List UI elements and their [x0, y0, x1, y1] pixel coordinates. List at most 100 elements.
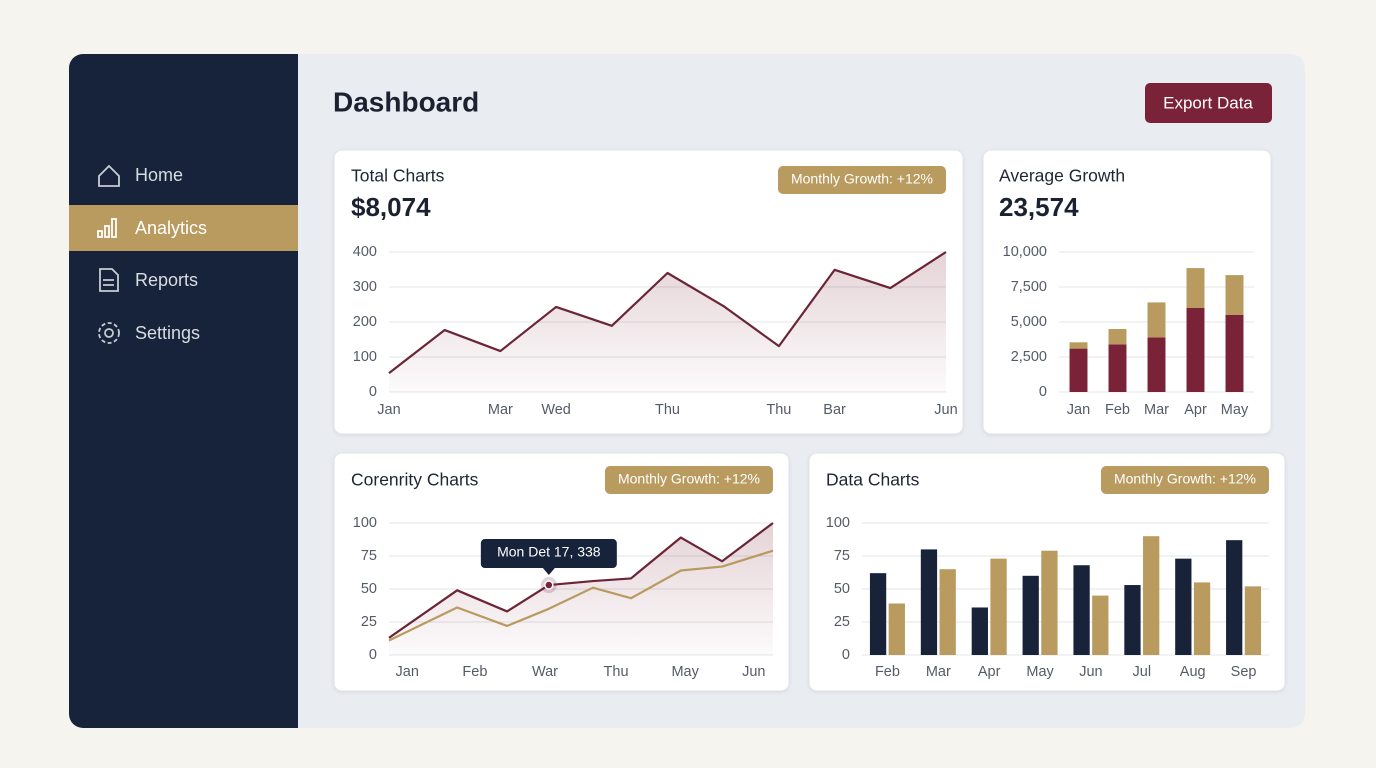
x-tick-label: Jan — [377, 402, 400, 418]
y-tick-label: 200 — [353, 314, 377, 330]
bar-segment — [1147, 302, 1166, 338]
y-tick-label: 75 — [361, 548, 377, 564]
bar-segment — [1069, 342, 1088, 349]
y-tick-label: 75 — [834, 548, 850, 564]
home-icon — [98, 164, 120, 187]
y-tick-label: 0 — [369, 384, 377, 400]
bar — [1124, 585, 1141, 655]
highlight-point — [544, 580, 554, 590]
y-tick-label: 100 — [353, 349, 377, 365]
growth-badge-label: Monthly Growth: +12% — [1114, 471, 1256, 487]
y-tick-label: 300 — [353, 279, 377, 295]
x-tick-label: Feb — [1105, 402, 1130, 418]
y-tick-label: 2,500 — [1011, 349, 1047, 365]
bar — [888, 603, 905, 655]
x-tick-label: Apr — [1184, 402, 1207, 418]
bar — [971, 607, 988, 655]
x-tick-label: May — [1221, 402, 1249, 418]
bar — [1041, 550, 1058, 655]
line-series — [388, 251, 947, 374]
x-tick-label: Jun — [1079, 664, 1102, 680]
line-series — [388, 522, 774, 639]
y-tick-label: 10,000 — [1003, 244, 1047, 260]
x-tick-label: Aug — [1180, 664, 1206, 680]
x-tick-label: Jul — [1133, 664, 1152, 680]
x-tick-label: Mar — [1144, 402, 1169, 418]
bar — [920, 549, 938, 655]
bar-segment — [1069, 348, 1088, 392]
bar — [1073, 565, 1090, 655]
tooltip-text: Mon Det 17, 338 — [497, 544, 601, 560]
y-tick-label: 400 — [353, 244, 377, 260]
y-tick-label: 5,000 — [1011, 314, 1047, 330]
x-tick-label: Apr — [978, 664, 1001, 680]
y-tick-label: 25 — [361, 614, 377, 630]
nav-item[interactable]: Home — [135, 165, 183, 185]
card-value: 23,574 — [999, 192, 1079, 222]
growth-badge-label: Monthly Growth: +12% — [791, 171, 933, 187]
tooltip — [480, 539, 617, 576]
x-tick-label: May — [671, 664, 699, 680]
y-tick-label: 0 — [1039, 384, 1047, 400]
x-tick-label: War — [532, 664, 558, 680]
y-tick-label: 50 — [834, 581, 850, 597]
bar-segment — [1108, 329, 1127, 345]
page-title: Dashboard — [333, 86, 479, 117]
bar — [1143, 536, 1160, 655]
card-title: Corenrity Charts — [351, 470, 479, 490]
analytics-icon — [97, 218, 117, 238]
area-fill — [389, 252, 946, 392]
x-tick-label: Thu — [766, 402, 791, 418]
growth-badge — [1101, 466, 1269, 494]
bar — [1092, 595, 1109, 655]
line-series — [388, 549, 774, 642]
x-tick-label: Wed — [541, 402, 571, 418]
y-tick-label: 100 — [353, 515, 377, 531]
card-value: $8,074 — [351, 192, 431, 222]
y-tick-label: 7,500 — [1011, 279, 1047, 295]
bar — [1175, 558, 1192, 655]
bar — [1022, 575, 1039, 655]
y-tick-label: 50 — [361, 581, 377, 597]
x-tick-label: Sep — [1231, 664, 1257, 680]
x-tick-label: Feb — [462, 664, 487, 680]
export-button[interactable] — [1145, 83, 1272, 123]
x-tick-label: Mar — [926, 664, 951, 680]
growth-badge — [605, 466, 773, 494]
bar-segment — [1108, 344, 1127, 392]
settings-icon-gear — [98, 322, 120, 344]
growth-badge — [778, 166, 946, 194]
nav-item[interactable]: Settings — [135, 323, 200, 343]
bar — [1244, 586, 1262, 655]
x-tick-label: May — [1026, 664, 1054, 680]
area-fill — [389, 523, 773, 655]
x-tick-label: Jan — [1067, 402, 1090, 418]
bar — [990, 558, 1007, 655]
export-button-label[interactable]: Export Data — [1163, 93, 1253, 112]
bar-segment — [1225, 315, 1244, 392]
x-tick-label: Mar — [488, 402, 513, 418]
x-tick-label: Jun — [934, 402, 957, 418]
card-title: Average Growth — [999, 166, 1125, 186]
nav-item[interactable]: Analytics — [135, 218, 207, 238]
bar — [1226, 540, 1243, 655]
nav-icons — [97, 164, 120, 344]
bar-segment — [1147, 337, 1166, 392]
y-tick-label: 100 — [826, 515, 850, 531]
card-title: Total Charts — [351, 166, 445, 186]
growth-badge-label: Monthly Growth: +12% — [618, 471, 760, 487]
bar-segment — [1186, 268, 1205, 308]
nav-item[interactable]: Reports — [135, 270, 198, 290]
sidebar — [69, 54, 298, 728]
nav-active-highlight — [69, 205, 298, 251]
bar-segment — [1186, 308, 1205, 392]
y-tick-label: 0 — [369, 647, 377, 663]
card-title: Data Charts — [826, 470, 920, 490]
x-tick-label: Feb — [875, 664, 900, 680]
x-tick-label: Bar — [823, 402, 846, 418]
bar — [869, 573, 887, 655]
x-tick-label: Thu — [655, 402, 680, 418]
x-tick-label: Jun — [742, 664, 765, 680]
